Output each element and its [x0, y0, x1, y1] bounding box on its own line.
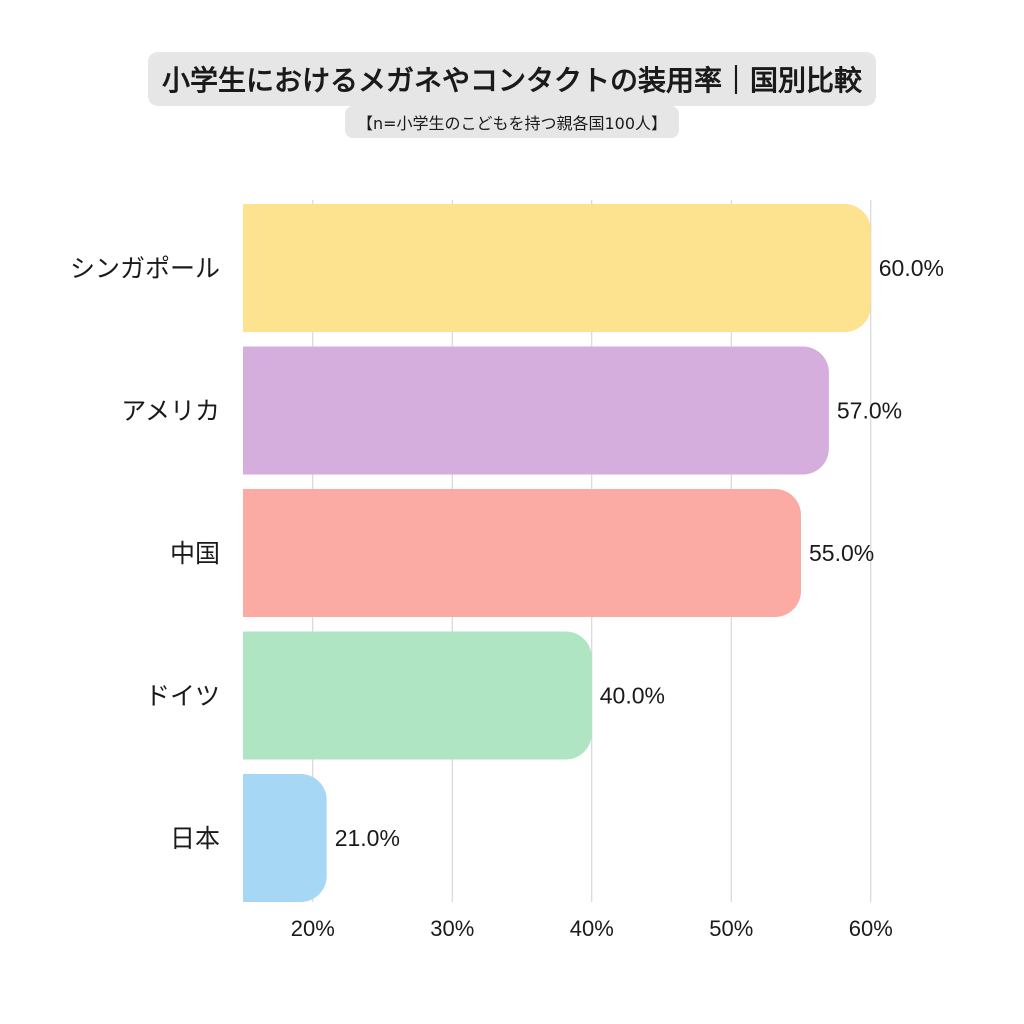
chart-subtitle: 【n=小学生のこどもを持つ親各国100人】 [344, 106, 680, 138]
bar-4 [243, 774, 327, 902]
chart-title: 小学生におけるメガネやコンタクトの装用率｜国別比較 [147, 52, 876, 106]
x-tick-labels: 20% 30% 40% 50% 60% [291, 916, 893, 941]
x-tick-label: 60% [849, 916, 893, 941]
title-block: 小学生におけるメガネやコンタクトの装用率｜国別比較 【n=小学生のこどもを持つ親… [0, 52, 1024, 138]
category-label: 中国 [170, 539, 220, 568]
x-tick-label: 20% [291, 916, 335, 941]
value-label: 60.0% [879, 255, 944, 281]
value-label: 57.0% [837, 398, 902, 424]
bar-0 [243, 204, 871, 332]
value-label: 55.0% [809, 540, 874, 566]
bar-3 [243, 631, 592, 760]
value-label: 40.0% [600, 683, 665, 709]
x-tick-label: 40% [570, 916, 614, 941]
bar-1 [243, 346, 829, 475]
bar-2 [243, 489, 801, 617]
category-label: 日本 [170, 824, 220, 853]
value-label: 21.0% [335, 825, 400, 851]
category-label: アメリカ [121, 397, 220, 426]
category-label: シンガポール [70, 254, 220, 283]
x-tick-label: 30% [430, 916, 474, 941]
category-label: ドイツ [145, 682, 220, 711]
x-tick-label: 50% [709, 916, 753, 941]
bars [243, 204, 871, 902]
value-labels: 60.0% 57.0% 55.0% 40.0% 21.0% [335, 255, 944, 851]
